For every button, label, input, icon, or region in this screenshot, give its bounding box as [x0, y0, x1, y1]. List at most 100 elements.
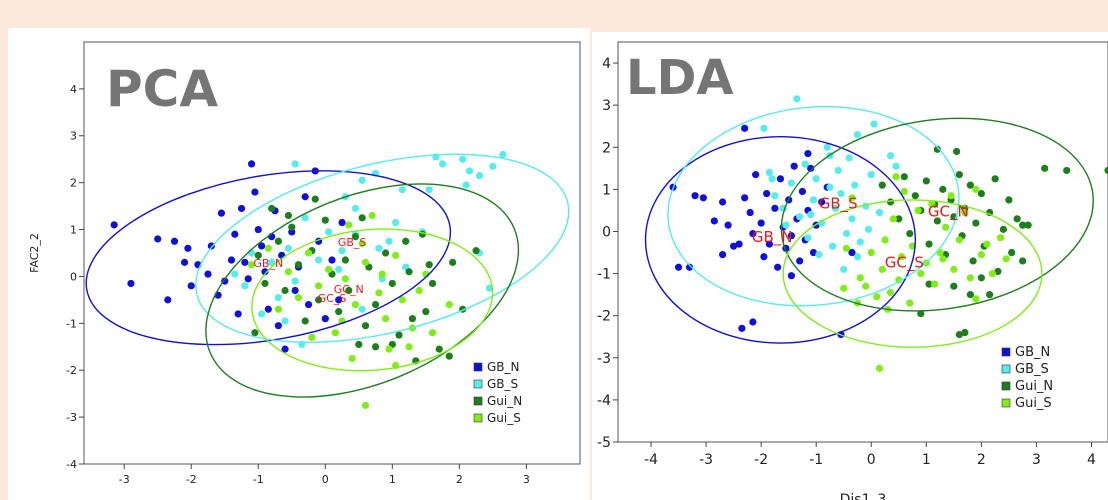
lda-point	[853, 131, 862, 139]
pca-y-tick-label: -2	[66, 364, 77, 377]
pca-point	[465, 167, 474, 175]
pca-y-tick-label: 4	[70, 83, 77, 96]
lda-point	[801, 160, 809, 168]
lda-point	[892, 173, 900, 181]
lda-point	[856, 238, 864, 246]
pca-legend-label: GB_N	[487, 360, 520, 374]
pca-point	[261, 279, 269, 288]
lda-point	[914, 206, 922, 215]
lda-legend-swatch	[1001, 398, 1011, 408]
pca-point	[382, 249, 390, 257]
pca-point	[378, 270, 386, 278]
pca-point	[284, 244, 293, 252]
pca-point	[422, 308, 430, 316]
lda-y-tick-label: 0	[602, 225, 611, 241]
lda-point	[941, 223, 950, 231]
lda-point	[771, 204, 779, 212]
pca-point	[335, 265, 343, 274]
pca-point	[311, 195, 319, 203]
lda-x-tick-label: -4	[644, 452, 658, 468]
pca-point	[345, 221, 353, 229]
pca-point	[247, 160, 256, 168]
lda-point	[925, 240, 933, 248]
lda-point	[735, 240, 743, 248]
lda-point	[796, 213, 804, 221]
pca-point	[314, 296, 323, 304]
lda-point	[837, 189, 845, 198]
lda-point	[966, 274, 974, 282]
pca-point	[428, 329, 437, 337]
lda-point	[991, 175, 999, 183]
lda-point	[848, 194, 856, 202]
pca-point	[264, 244, 272, 252]
lda-point	[845, 154, 853, 162]
lda-point	[922, 177, 930, 185]
pca-point	[449, 258, 457, 266]
lda-point	[966, 291, 974, 299]
lda-point	[955, 331, 963, 339]
pca-point	[462, 181, 470, 189]
pca-point	[338, 218, 346, 227]
lda-point	[840, 284, 848, 292]
lda-x-tick-label: -1	[809, 452, 823, 468]
pca-panel: -3-2-10123-4-3-2-101234FAC1_2FAC2_2GB_NG…	[8, 28, 590, 500]
pca-point	[371, 300, 380, 309]
pca-point	[459, 155, 467, 163]
pca-point	[358, 176, 366, 184]
pca-point	[341, 275, 350, 283]
pca-y-tick-label: -4	[66, 458, 77, 471]
lda-point	[878, 181, 886, 189]
pca-point	[184, 244, 192, 252]
lda-point	[886, 198, 895, 206]
lda-point	[691, 192, 699, 200]
pca-x-tick-label: 0	[322, 473, 329, 486]
pca-point	[335, 296, 343, 304]
lda-point	[749, 229, 757, 238]
lda-point	[776, 175, 785, 183]
lda-ellipse-gb-n	[644, 136, 917, 344]
lda-point	[1063, 166, 1071, 175]
pca-title: PCA	[106, 60, 218, 118]
pca-point	[268, 204, 276, 213]
pca-point	[335, 308, 343, 316]
lda-point	[911, 192, 919, 200]
pca-point	[274, 322, 282, 330]
lda-point	[1005, 196, 1013, 204]
pca-point	[321, 216, 329, 224]
pca-point	[405, 343, 413, 351]
lda-point	[878, 265, 886, 273]
pca-point	[382, 315, 390, 323]
lda-point	[724, 221, 732, 229]
pca-point	[281, 345, 289, 353]
lda-chart: -4 -3 -2 -1 0 1 2 3 4 -5 -4 -3 -2 -1 0 1 2 3 4 Dis1_3 GB_N GB…	[597, 41, 1108, 500]
lda-point	[848, 215, 856, 223]
lda-x-tick-label: 4	[1087, 452, 1096, 468]
pca-point	[258, 242, 266, 250]
pca-point	[375, 244, 383, 252]
pca-ellipse-gb-s	[195, 153, 570, 344]
lda-ellipse-gb-s	[667, 105, 960, 307]
lda-point	[955, 171, 963, 179]
pca-point	[170, 237, 179, 245]
pca-point	[385, 345, 393, 353]
lda-point	[763, 189, 771, 198]
lda-series-gui-n	[878, 145, 1108, 339]
pca-point	[231, 230, 239, 238]
pca-point	[472, 247, 480, 255]
lda-point	[917, 309, 925, 318]
lda-point	[790, 162, 798, 170]
pca-point	[274, 305, 282, 313]
lda-point	[966, 181, 974, 189]
lda-y-tick-label: 3	[602, 98, 611, 114]
lda-point	[804, 149, 812, 158]
lda-point	[864, 225, 873, 233]
lda-y-tick-label: 4	[602, 56, 611, 72]
pca-centroid-label: GC_S	[318, 292, 347, 305]
pca-point	[325, 228, 333, 236]
pca-series-gb-s	[231, 150, 507, 349]
lda-x-tick-label: 3	[1032, 452, 1041, 468]
pca-point	[254, 251, 262, 259]
lda-point	[818, 198, 826, 206]
pca-point	[301, 193, 309, 201]
pca-point	[375, 289, 383, 297]
